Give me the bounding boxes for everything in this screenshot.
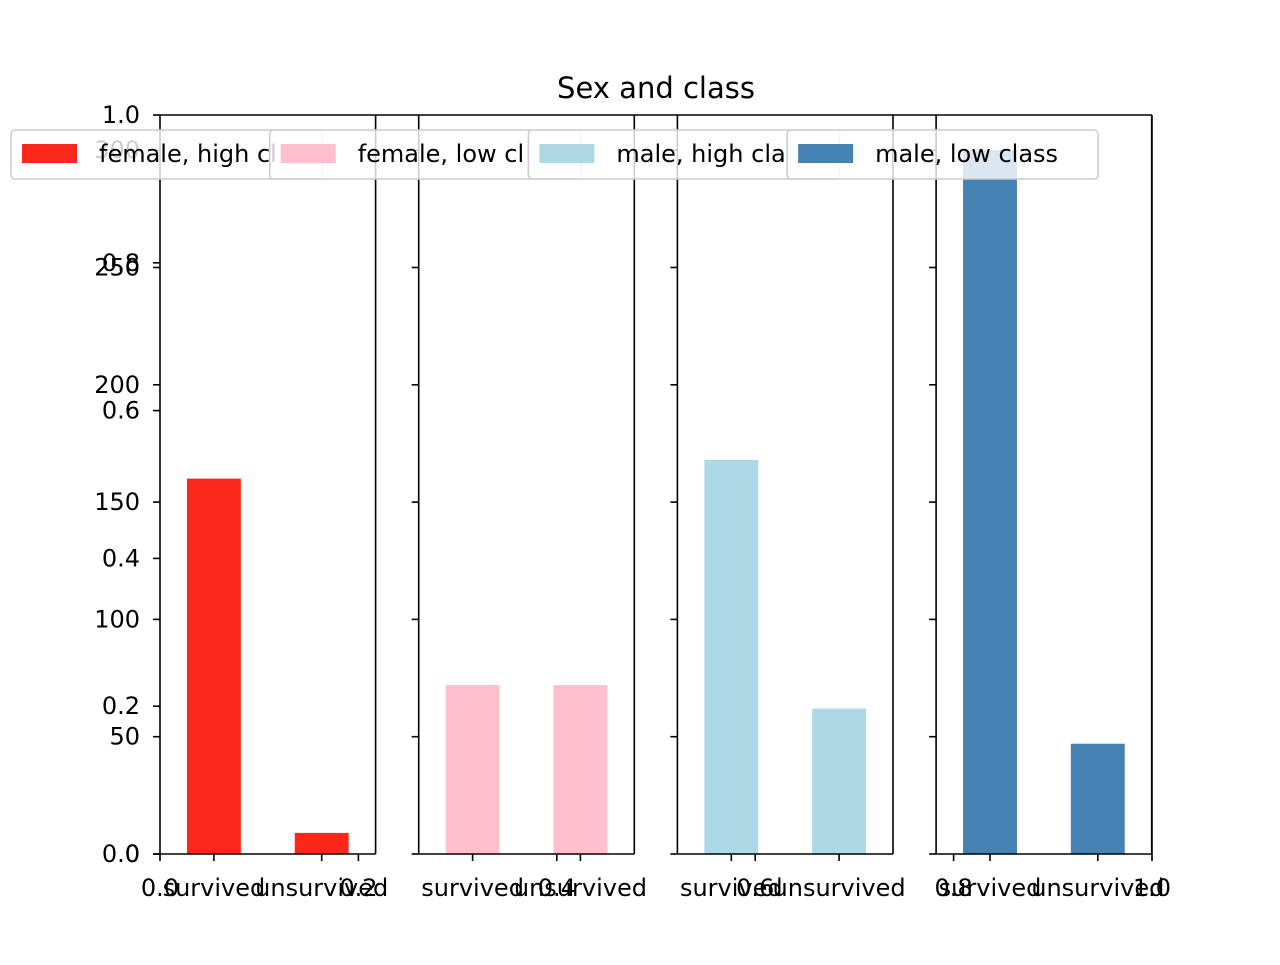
category-xtick-label: survived (939, 874, 1042, 902)
legend-label-4: male, low class (875, 140, 1058, 168)
category-xtick-label: unsurvived (1031, 874, 1164, 902)
count-ytick-label: 50 (109, 723, 140, 751)
legend-swatch-1 (22, 144, 77, 163)
bar-4-survived (963, 150, 1017, 854)
overlay-xtick-label: 0.8 (935, 874, 973, 902)
overlay-xtick-label: 0.4 (538, 874, 576, 902)
overlay-xtick-label: 0.0 (141, 874, 179, 902)
category-xtick-label: survived (680, 874, 783, 902)
count-ytick-label: 250 (94, 253, 140, 281)
bar-2-survived (445, 685, 500, 854)
legend-label-3: male, high cla (616, 140, 785, 168)
category-xtick-label: unsurvived (514, 874, 647, 902)
bar-1-unsurvived (294, 832, 349, 854)
overlay-ytick-label: 0.4 (102, 544, 140, 572)
count-ytick-label: 150 (94, 488, 140, 516)
category-xtick-label: survived (421, 874, 524, 902)
legend-box-4 (786, 129, 1099, 180)
bar-1-survived (186, 478, 241, 854)
bar-3-survived (704, 459, 759, 854)
category-xtick-label: survived (163, 874, 266, 902)
overlay-ytick-label: 0.2 (102, 692, 140, 720)
overlay-ytick-label: 0.6 (102, 397, 140, 425)
legend-swatch-2 (280, 144, 336, 163)
bar-2-unsurvived (553, 685, 608, 854)
bar-4-unsurvived (1070, 743, 1125, 854)
count-ytick-label: 0 (125, 840, 140, 868)
overlay-ytick-label: 1.0 (102, 101, 140, 129)
chart-title: Sex and class (557, 71, 755, 105)
legend-swatch-4 (798, 144, 854, 163)
overlay-xtick-label: 0.6 (736, 874, 774, 902)
bar-3-unsurvived (812, 708, 867, 854)
overlay-ytick-label: 0.8 (102, 249, 140, 277)
count-ytick-label: 200 (94, 371, 140, 399)
overlay-xtick-label: 0.2 (339, 874, 377, 902)
legend-swatch-3 (539, 144, 595, 163)
category-xtick-label: unsurvived (773, 874, 906, 902)
overlay-xtick-label: 1.0 (1133, 874, 1171, 902)
legend-label-1: female, high cl (99, 140, 277, 168)
legend-label-2: female, low cl (358, 140, 524, 168)
count-ytick-label: 100 (94, 605, 140, 633)
category-xtick-label: unsurvived (255, 874, 388, 902)
overlay-ytick-label: 0.0 (102, 840, 140, 868)
